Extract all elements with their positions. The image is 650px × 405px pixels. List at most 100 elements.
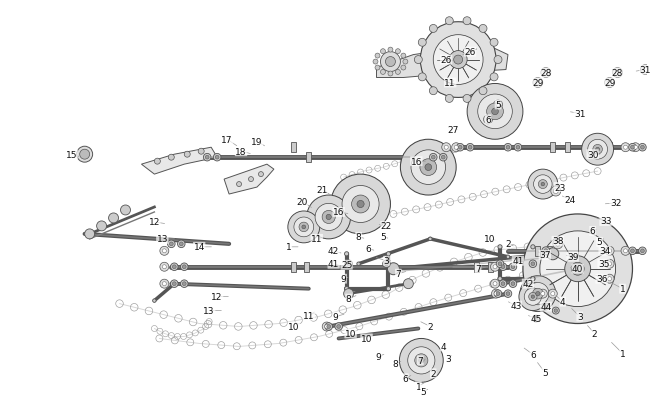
Circle shape <box>237 182 242 187</box>
Circle shape <box>593 145 603 155</box>
Circle shape <box>623 249 627 253</box>
Circle shape <box>623 146 627 150</box>
Circle shape <box>630 249 634 253</box>
Text: 7: 7 <box>396 270 401 279</box>
Circle shape <box>375 66 380 71</box>
Text: 22: 22 <box>381 222 392 231</box>
Text: 1: 1 <box>286 243 292 252</box>
Circle shape <box>445 18 453 26</box>
Circle shape <box>494 56 502 64</box>
Circle shape <box>504 290 512 298</box>
Circle shape <box>383 260 390 268</box>
Circle shape <box>425 164 432 171</box>
Text: 41: 41 <box>512 257 524 266</box>
Circle shape <box>215 156 219 160</box>
Circle shape <box>634 146 638 150</box>
Circle shape <box>639 247 646 255</box>
Circle shape <box>519 283 547 311</box>
Circle shape <box>479 26 487 33</box>
Circle shape <box>155 159 161 165</box>
Circle shape <box>531 295 534 298</box>
Text: 3: 3 <box>445 354 451 363</box>
Circle shape <box>528 170 558 200</box>
Circle shape <box>183 265 186 269</box>
Circle shape <box>608 249 612 253</box>
Circle shape <box>325 323 332 330</box>
Circle shape <box>531 262 535 266</box>
Text: 31: 31 <box>640 66 650 75</box>
Text: 5: 5 <box>597 238 603 247</box>
Text: 9: 9 <box>376 352 382 361</box>
Text: 45: 45 <box>530 314 541 323</box>
Circle shape <box>325 325 329 329</box>
Text: 2: 2 <box>592 329 597 338</box>
Circle shape <box>205 156 209 160</box>
Circle shape <box>493 101 502 110</box>
Circle shape <box>342 186 379 223</box>
Circle shape <box>430 26 437 33</box>
Circle shape <box>400 140 456 196</box>
Text: 20: 20 <box>296 197 307 206</box>
Circle shape <box>552 239 563 249</box>
Circle shape <box>77 147 93 163</box>
Text: 35: 35 <box>598 260 609 269</box>
Circle shape <box>529 260 537 268</box>
Text: 10: 10 <box>361 334 372 343</box>
Circle shape <box>490 74 498 82</box>
Circle shape <box>395 49 400 55</box>
Text: 5: 5 <box>381 233 386 242</box>
Circle shape <box>386 287 391 291</box>
Bar <box>547 246 552 256</box>
Circle shape <box>467 84 523 140</box>
Circle shape <box>493 282 497 286</box>
Circle shape <box>288 211 320 243</box>
Circle shape <box>501 265 505 269</box>
Circle shape <box>463 95 471 103</box>
Circle shape <box>493 265 497 269</box>
Text: 7: 7 <box>475 264 481 273</box>
Circle shape <box>428 237 432 241</box>
Circle shape <box>259 172 263 177</box>
Circle shape <box>544 249 548 253</box>
Circle shape <box>534 317 538 320</box>
Text: 8: 8 <box>393 359 398 368</box>
Text: 12: 12 <box>211 292 223 301</box>
Text: 10: 10 <box>484 235 496 244</box>
Circle shape <box>386 252 391 256</box>
Circle shape <box>499 263 507 271</box>
Circle shape <box>468 146 472 150</box>
Circle shape <box>608 262 612 266</box>
Text: 8: 8 <box>356 233 361 242</box>
Bar <box>306 153 311 163</box>
Text: 27: 27 <box>447 126 459 134</box>
Text: 3: 3 <box>577 312 582 321</box>
Text: 26: 26 <box>441 56 452 65</box>
Circle shape <box>490 39 498 47</box>
Circle shape <box>553 189 558 194</box>
Circle shape <box>544 305 547 309</box>
Text: 33: 33 <box>600 217 612 226</box>
Circle shape <box>181 280 188 288</box>
Text: 12: 12 <box>149 218 160 227</box>
Circle shape <box>542 247 550 255</box>
Circle shape <box>496 292 500 296</box>
Circle shape <box>582 134 614 166</box>
Circle shape <box>170 280 178 288</box>
Text: 6: 6 <box>366 245 371 254</box>
Circle shape <box>80 150 90 160</box>
Text: 29: 29 <box>604 79 616 88</box>
Circle shape <box>198 149 204 155</box>
Text: 21: 21 <box>316 185 328 194</box>
Circle shape <box>322 211 335 224</box>
Circle shape <box>543 71 548 75</box>
Circle shape <box>430 87 437 96</box>
Circle shape <box>608 277 612 281</box>
Text: 28: 28 <box>612 69 623 78</box>
Circle shape <box>445 95 453 103</box>
Text: 11: 11 <box>303 311 315 320</box>
Circle shape <box>385 58 395 67</box>
Circle shape <box>385 262 388 266</box>
Text: 41: 41 <box>328 260 339 269</box>
Circle shape <box>612 68 623 78</box>
Circle shape <box>496 260 504 268</box>
